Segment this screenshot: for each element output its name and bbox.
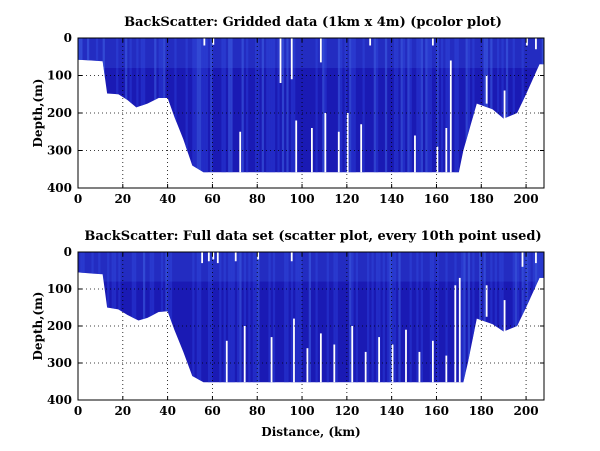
data-gap	[243, 326, 246, 383]
data-gap	[319, 38, 322, 63]
data-gap	[257, 252, 260, 260]
data-gap	[270, 337, 273, 383]
x-axis-label: Distance, (km)	[261, 425, 360, 439]
data-gap	[311, 128, 313, 173]
chart-panel-1: 0 20 40 60 80 100 120 140 160 180 200 0 100 200 300 400…	[31, 15, 545, 206]
data-gap	[526, 38, 528, 46]
y-tick-label: 300	[47, 144, 72, 158]
y-tick-label: 0	[64, 245, 72, 259]
data-gap	[337, 131, 340, 173]
data-gap	[295, 120, 298, 173]
data-gap	[293, 318, 295, 383]
y-axis-label: Depth,(m)	[31, 292, 45, 361]
data-gap	[503, 300, 506, 332]
x-tick-label: 140	[379, 192, 404, 206]
data-gap	[535, 38, 537, 50]
data-gap	[431, 38, 434, 46]
x-tick-label: 20	[114, 192, 131, 206]
data-gap	[207, 252, 210, 262]
data-gap	[454, 285, 457, 383]
x-tick-label: 200	[514, 192, 539, 206]
data-gap	[239, 131, 242, 173]
x-tick-label: 100	[290, 192, 315, 206]
chart-title: BackScatter: Gridded data (1km x 4m) (pc…	[124, 15, 502, 30]
x-tick-label: 0	[74, 192, 82, 206]
x-tick-label: 160	[424, 192, 449, 206]
data-gap	[306, 348, 309, 383]
data-gap	[391, 344, 394, 383]
x-tick-label: 80	[249, 192, 266, 206]
data-gap	[319, 333, 322, 383]
data-gap	[201, 252, 204, 264]
data-gap	[212, 38, 215, 45]
x-tick-label: 40	[159, 404, 176, 418]
x-tick-label: 0	[74, 404, 82, 418]
data-gap	[351, 326, 354, 383]
data-gap	[369, 38, 372, 46]
data-gap	[485, 285, 488, 317]
x-tick-label: 100	[290, 404, 315, 418]
data-gap	[324, 113, 327, 173]
x-tick-label: 140	[379, 404, 404, 418]
x-tick-label: 120	[334, 192, 359, 206]
chart-panel-2: 0 20 40 60 80 100 120 140 160 180 200 0 100 200 300 400…	[31, 229, 545, 439]
data-gap	[279, 38, 282, 83]
data-gap	[503, 90, 506, 119]
data-gap	[521, 252, 524, 267]
data-gap	[378, 337, 381, 383]
y-tick-label: 200	[47, 319, 72, 333]
data-gap	[458, 277, 461, 383]
data-gap	[346, 113, 349, 173]
y-tick-label: 400	[47, 393, 72, 407]
y-tick-label: 0	[64, 31, 72, 45]
data-gap	[436, 146, 439, 173]
data-gap	[364, 351, 367, 383]
data-gap	[234, 252, 237, 262]
y-tick-label: 100	[47, 282, 72, 296]
data-gap	[449, 60, 452, 173]
chart-title: BackScatter: Full data set (scatter plot…	[84, 229, 541, 244]
y-axis-label: Depth,(m)	[31, 79, 45, 148]
data-gap	[212, 252, 215, 260]
x-tick-label: 80	[249, 404, 266, 418]
data-gap	[445, 355, 448, 383]
x-tick-label: 60	[204, 404, 221, 418]
x-tick-label: 180	[469, 404, 494, 418]
data-gap	[431, 340, 434, 383]
data-gap	[216, 252, 219, 264]
data-gap	[485, 75, 488, 104]
data-gap	[360, 124, 363, 173]
y-tick-label: 200	[47, 106, 72, 120]
x-tick-label: 40	[159, 192, 176, 206]
data-gap	[290, 252, 293, 262]
y-tick-label: 300	[47, 356, 72, 370]
x-tick-label: 120	[334, 404, 359, 418]
data-gap	[203, 38, 206, 46]
data-gap	[414, 135, 416, 173]
y-tick-label: 100	[47, 69, 72, 83]
data-gap	[418, 351, 421, 383]
x-tick-label: 20	[114, 404, 131, 418]
data-gap	[405, 329, 407, 383]
x-tick-label: 180	[469, 192, 494, 206]
data-gap	[535, 252, 537, 264]
x-tick-label: 60	[204, 192, 221, 206]
x-tick-label: 160	[424, 404, 449, 418]
data-gap	[225, 340, 228, 383]
x-tick-label: 200	[514, 404, 539, 418]
data-gap	[290, 38, 293, 80]
y-tick-label: 400	[47, 181, 72, 195]
